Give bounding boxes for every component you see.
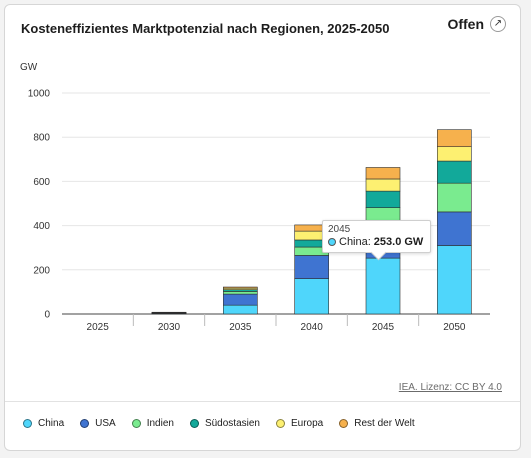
y-axis-unit: GW [20,62,38,73]
legend-swatch [131,419,141,428]
bar-segment[interactable] [223,293,258,306]
bar-segment[interactable] [437,160,472,184]
legend-item[interactable]: Europa [276,418,323,429]
legend-item[interactable]: Indien [131,418,174,429]
y-tick-label: 200 [33,265,50,276]
bar-segment[interactable] [294,255,329,279]
y-tick-label: 400 [33,221,50,232]
bar-segment[interactable] [294,278,329,315]
divider [5,401,520,402]
legend-swatch [189,419,199,428]
bar-segment[interactable] [151,311,187,314]
legend: China USA Indien Südostasien Europa Rest der … [23,418,415,429]
external-link-icon: ↗ [490,16,506,32]
chart-title: Kosteneffizientes Marktpotenzial nach Re… [21,21,390,36]
legend-item[interactable]: USA [80,418,116,429]
legend-item[interactable]: China [23,418,64,429]
y-tick-label: 600 [33,177,50,188]
bar-segment[interactable] [365,257,401,315]
tooltip-value: 253.0 GW [373,236,424,248]
bar-segment[interactable] [223,286,258,289]
x-tick-label: 2040 [301,322,324,333]
x-tick-label: 2050 [443,322,466,333]
legend-label: USA [95,418,116,429]
legend-item[interactable]: Rest der Welt [339,418,415,429]
tooltip: 2045 China: 253.0 GW [322,220,431,253]
legend-swatch [339,419,349,428]
x-tick-label: 2025 [87,322,110,333]
y-tick-label: 800 [33,133,50,144]
x-tick-label: 2045 [372,322,395,333]
legend-label: Europa [291,418,324,429]
x-tick-label: 2030 [158,322,181,333]
legend-swatch [276,419,285,428]
chart-card: Kosteneffizientes Marktpotenzial nach Re… [4,4,521,451]
legend-swatch [23,419,32,428]
bar-segment[interactable] [437,146,472,162]
bar-segment[interactable] [365,178,401,192]
x-tick-label: 2035 [229,322,252,333]
tooltip-swatch [328,238,336,246]
bar-segment[interactable] [365,190,401,208]
source-link[interactable]: IEA. Lizenz: CC BY 4.0 [398,382,502,393]
tooltip-series: China: [339,236,371,248]
bar-segment[interactable] [223,291,258,295]
bar-segment[interactable] [437,182,472,213]
legend-label: Indien [146,418,174,429]
tooltip-year: 2045 [328,224,351,235]
bar-segment[interactable] [223,304,258,315]
legend-swatch [80,419,90,428]
legend-label: Südostasien [204,418,260,429]
bar-segment[interactable] [365,167,401,180]
y-tick-label: 1000 [28,89,51,100]
open-label: Offen [447,16,484,32]
legend-label: China [38,418,65,429]
y-tick-label: 0 [44,310,50,321]
bar-segment[interactable] [437,245,472,315]
bar-segment[interactable] [437,211,472,246]
legend-item[interactable]: Südostasien [189,418,260,429]
bar-segment[interactable] [437,129,472,148]
legend-label: Rest der Welt [354,418,415,429]
open-button[interactable]: Offen ↗ [447,16,506,32]
